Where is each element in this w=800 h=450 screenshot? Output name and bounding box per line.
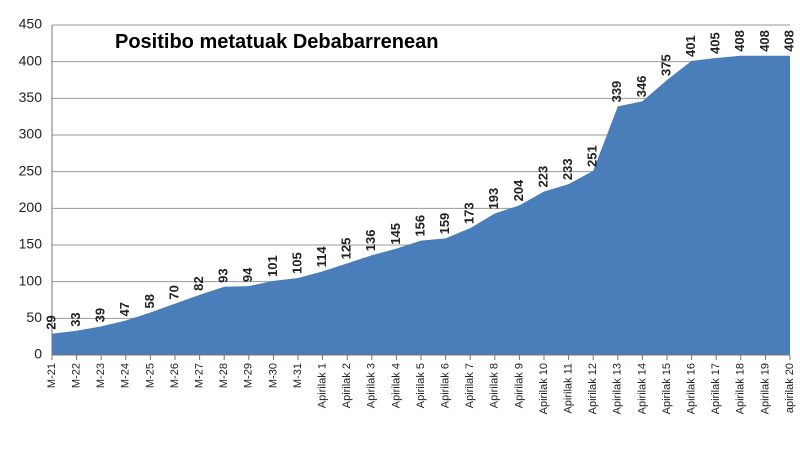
x-tick-label: Apirilak 12 [587, 363, 599, 414]
data-label: 339 [609, 81, 624, 103]
y-tick-label: 100 [19, 272, 43, 288]
x-tick-label: M-27 [194, 363, 206, 388]
x-tick-label: M-21 [46, 363, 58, 388]
data-label: 408 [732, 30, 747, 52]
data-label: 105 [289, 252, 304, 274]
x-tick-label: M-28 [218, 363, 230, 388]
x-tick-label: Apirilak 7 [464, 363, 476, 408]
y-tick-label: 450 [19, 16, 43, 32]
x-tick-label: Apirilak 13 [612, 363, 624, 414]
y-tick-label: 200 [19, 199, 43, 215]
data-label: 173 [462, 202, 477, 224]
x-tick-label: Apirilak 4 [390, 363, 402, 408]
y-tick-label: 250 [19, 162, 43, 178]
x-tick-label: Apirilak 8 [489, 363, 501, 408]
y-tick-label: 0 [34, 346, 42, 362]
y-tick-label: 150 [19, 236, 43, 252]
data-label: 408 [781, 30, 796, 52]
x-tick-label: M-23 [95, 363, 107, 388]
data-label: 47 [117, 302, 132, 316]
x-tick-label: M-30 [267, 363, 279, 388]
data-label: 114 [314, 246, 329, 268]
x-tick-label: M-22 [71, 363, 83, 388]
data-label: 94 [240, 267, 255, 282]
y-tick-label: 50 [26, 309, 42, 325]
data-label: 156 [412, 215, 427, 237]
x-tick-label: Apirilak 6 [440, 363, 452, 408]
data-label: 204 [511, 179, 526, 201]
x-tick-label: M-25 [144, 363, 156, 388]
data-label: 193 [486, 188, 501, 210]
x-tick-label: Apirilak 17 [710, 363, 722, 414]
x-tick-label: Apirilak 3 [366, 363, 378, 408]
x-tick-label: Apirilak 16 [686, 363, 698, 414]
data-label: 93 [216, 268, 231, 282]
x-tick-label: M-31 [292, 363, 304, 388]
data-label: 223 [535, 166, 550, 188]
chart-title: Positibo metatuak Debabarrenean [115, 31, 438, 53]
x-tick-label: apirilak 20 [784, 363, 796, 413]
data-label: 408 [757, 30, 772, 52]
data-label: 125 [339, 238, 354, 260]
x-tick-label: Apirilak 11 [563, 363, 575, 414]
x-tick-label: Apirilak 9 [513, 363, 525, 408]
y-tick-label: 350 [19, 89, 43, 105]
data-label: 101 [265, 255, 280, 277]
x-tick-label: Apirilak 19 [759, 363, 771, 414]
data-label: 251 [585, 145, 600, 167]
data-label: 405 [708, 32, 723, 54]
x-tick-label: M-26 [169, 363, 181, 388]
x-tick-label: Apirilak 5 [415, 363, 427, 408]
data-label: 39 [93, 308, 108, 322]
x-tick-label: Apirilak 14 [636, 363, 648, 414]
data-label: 58 [142, 294, 157, 308]
x-tick-label: M-24 [120, 363, 132, 388]
data-label: 375 [658, 54, 673, 76]
data-label: 346 [634, 76, 649, 98]
x-tick-label: Apirilak 1 [317, 363, 329, 408]
data-label: 233 [560, 158, 575, 180]
y-tick-label: 300 [19, 126, 43, 142]
x-tick-label: Apirilak 2 [341, 363, 353, 408]
data-label: 29 [43, 315, 58, 329]
data-label: 136 [363, 230, 378, 252]
x-tick-label: M-29 [243, 363, 255, 388]
data-label: 70 [166, 285, 181, 299]
y-tick-label: 400 [19, 52, 43, 68]
x-tick-label: Apirilak 18 [735, 363, 747, 414]
data-label: 159 [437, 213, 452, 235]
x-tick-label: Apirilak 15 [661, 363, 673, 414]
data-label: 145 [388, 223, 403, 245]
x-tick-label: Apirilak 10 [538, 363, 550, 414]
area [52, 55, 790, 356]
data-label: 401 [683, 35, 698, 57]
data-label: 33 [68, 312, 83, 326]
data-label: 82 [191, 276, 206, 290]
